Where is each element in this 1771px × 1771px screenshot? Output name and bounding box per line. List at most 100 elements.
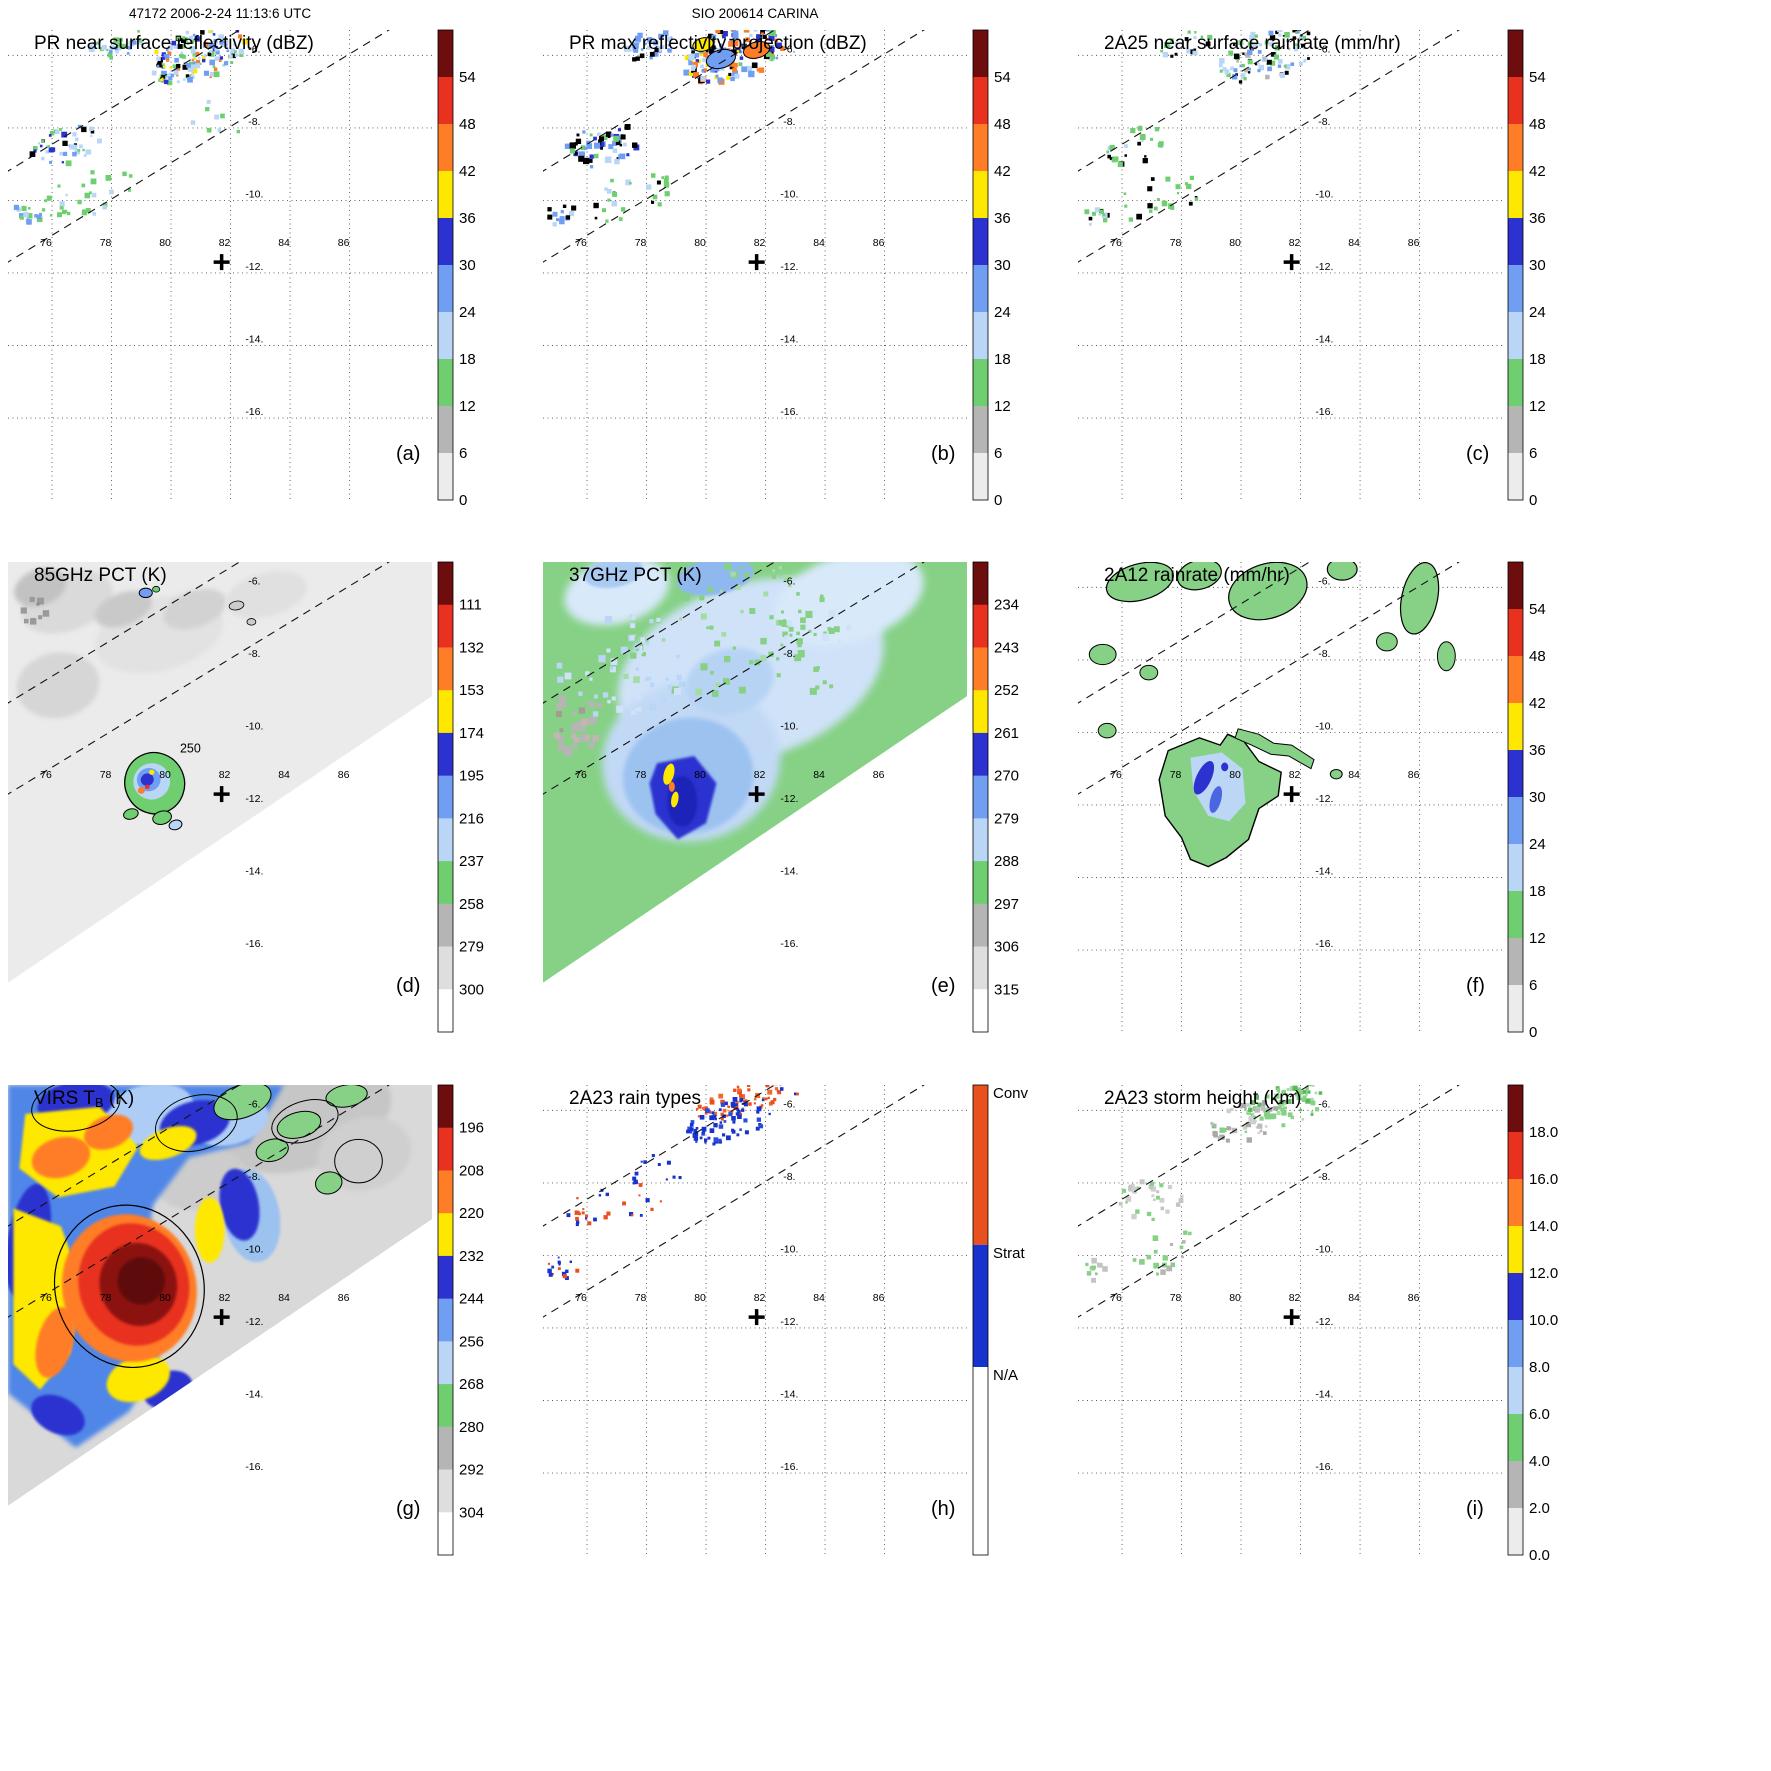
colorbar-g: 196 208 220 232 244 256 268 280 292 304 bbox=[437, 1084, 484, 1556]
lat-tick-label: -6. bbox=[783, 575, 795, 587]
colorbar-tick-label: 252 bbox=[994, 682, 1019, 699]
lat-tick-label: -10. bbox=[780, 720, 798, 732]
lon-tick-label: 78 bbox=[100, 1292, 112, 1304]
colorbar-tick-label: 18 bbox=[994, 351, 1011, 368]
axis-labels: 76 78 80 82 84 86 -6. -8. -10. -12. -14. -16. bbox=[1110, 43, 1419, 418]
panel-letter-d: (d) bbox=[396, 975, 420, 997]
map-e: 76 78 80 82 84 86 -6. -8. -10. -12. -14. -16. bbox=[543, 562, 967, 1032]
colorbar-tick-label: 36 bbox=[459, 210, 476, 227]
lon-tick-label: 78 bbox=[100, 769, 112, 781]
swath-edge-lines bbox=[543, 30, 925, 263]
panel-title-i: 2A23 storm height (km) bbox=[1104, 1088, 1301, 1109]
storm-center-cross bbox=[748, 786, 765, 803]
colorbar-tick-label: 12 bbox=[459, 398, 476, 415]
colorbar-tick-label: 30 bbox=[1529, 789, 1546, 806]
colorbar-tick-label: 14.0 bbox=[1529, 1218, 1558, 1235]
lat-tick-label: -10. bbox=[1315, 188, 1333, 200]
lat-tick-label: -6. bbox=[783, 43, 795, 55]
storm-center-cross bbox=[213, 254, 230, 271]
lat-tick-label: -10. bbox=[245, 1243, 263, 1255]
panel-g: 76 78 80 82 84 86 -6. -8. -10. -12. -14. -16. VIRS T… bbox=[8, 1084, 484, 1556]
colorbar-tick-label: 42 bbox=[994, 163, 1011, 180]
colorbar-tick-label: 30 bbox=[459, 257, 476, 274]
lat-tick-label: -12. bbox=[245, 1316, 263, 1328]
swath-edge-lines bbox=[8, 30, 390, 263]
lon-tick-label: 78 bbox=[1170, 769, 1182, 781]
colorbar-tick-label: Strat bbox=[993, 1245, 1026, 1262]
lat-tick-label: -14. bbox=[780, 1389, 798, 1401]
data-field bbox=[1088, 562, 1456, 868]
colorbar-tick-label: 153 bbox=[459, 682, 484, 699]
lat-tick-label: -8. bbox=[1318, 116, 1330, 128]
lat-tick-label: -14. bbox=[245, 1389, 263, 1401]
panel-letter-f: (f) bbox=[1466, 975, 1485, 997]
panel-title-e: 37GHz PCT (K) bbox=[569, 565, 702, 586]
colorbar-tick-label: 279 bbox=[994, 810, 1019, 827]
lon-tick-label: 80 bbox=[1229, 769, 1241, 781]
lat-tick-label: -12. bbox=[1315, 1316, 1333, 1328]
colorbar-b: 54 48 42 36 30 24 18 12 6 0 bbox=[972, 29, 1011, 509]
data-field bbox=[8, 1085, 432, 1555]
colorbar-tick-label: Conv bbox=[993, 1085, 1029, 1102]
colorbar-tick-label: 30 bbox=[1529, 257, 1546, 274]
colorbar-tick-label: 16.0 bbox=[1529, 1171, 1558, 1188]
lat-tick-label: -16. bbox=[245, 1461, 263, 1473]
panel-d: 250 76 78 80 82 84 86 -6. -8. -10. -12. -14. -16. 85G… bbox=[8, 561, 484, 1033]
colorbar-tick-label: 18.0 bbox=[1529, 1124, 1558, 1141]
panel-title-b: PR max reflectivity projection (dBZ) bbox=[569, 33, 867, 54]
swath-edge-lines bbox=[1078, 30, 1460, 263]
lon-tick-label: 76 bbox=[40, 237, 52, 249]
lon-tick-label: 82 bbox=[219, 769, 231, 781]
lat-tick-label: -10. bbox=[245, 188, 263, 200]
lat-tick-label: -6. bbox=[1318, 575, 1330, 587]
map-h: 76 78 80 82 84 86 -6. -8. -10. -12. -14. -16. bbox=[543, 1085, 967, 1555]
colorbar-tick-label: 12 bbox=[994, 398, 1011, 415]
lat-tick-label: -10. bbox=[245, 720, 263, 732]
lon-tick-label: 86 bbox=[873, 769, 885, 781]
colorbar-tick-label: 18 bbox=[459, 351, 476, 368]
data-field bbox=[543, 562, 967, 1032]
swath-edge-lines bbox=[8, 562, 390, 795]
lon-tick-label: 86 bbox=[338, 237, 350, 249]
colorbar-tick-label: 208 bbox=[459, 1162, 484, 1179]
svg-text:250: 250 bbox=[180, 741, 201, 755]
lon-tick-label: 80 bbox=[1229, 1292, 1241, 1304]
colorbar-tick-label: 48 bbox=[1529, 116, 1546, 133]
panel-title-d: 85GHz PCT (K) bbox=[34, 565, 167, 586]
axis-labels: 76 78 80 82 84 86 -6. -8. -10. -12. -14. -16. bbox=[40, 43, 349, 418]
graticule-grid bbox=[1078, 1085, 1502, 1555]
panel-f: 76 78 80 82 84 86 -6. -8. -10. -12. -14. -16. 2A12 r… bbox=[1078, 561, 1546, 1041]
map-i: 76 78 80 82 84 86 -6. -8. -10. -12. -14. -16. bbox=[1078, 1085, 1502, 1555]
lat-tick-label: -14. bbox=[245, 866, 263, 878]
data-field bbox=[547, 30, 785, 227]
colorbar-a: 54 48 42 36 30 24 18 12 6 0 bbox=[437, 29, 476, 509]
lon-tick-label: 78 bbox=[100, 237, 112, 249]
lon-tick-label: 80 bbox=[694, 1292, 706, 1304]
lat-tick-label: -8. bbox=[248, 1171, 260, 1183]
axis-labels: 76 78 80 82 84 86 -6. -8. -10. -12. -14. -16. bbox=[575, 575, 884, 950]
data-field bbox=[1084, 30, 1317, 226]
lat-tick-label: -12. bbox=[780, 793, 798, 805]
axis-labels: 76 78 80 82 84 86 -6. -8. -10. -12. -14. -16. bbox=[40, 575, 349, 950]
lon-tick-label: 80 bbox=[694, 237, 706, 249]
colorbar-tick-label: 12 bbox=[1529, 398, 1546, 415]
header-storm-name: SIO 200614 CARINA bbox=[691, 6, 819, 21]
colorbar-tick-label: 42 bbox=[1529, 695, 1546, 712]
colorbar-tick-label: 42 bbox=[1529, 163, 1546, 180]
colorbar-tick-label: 18 bbox=[1529, 351, 1546, 368]
axis-labels: 76 78 80 82 84 86 -6. -8. -10. -12. -14. -16. bbox=[575, 43, 884, 418]
map-d: 250 76 78 80 82 84 86 -6. -8. -10. -12. -14. -16. bbox=[8, 562, 432, 1032]
lon-tick-label: 82 bbox=[1289, 769, 1301, 781]
lon-tick-label: 78 bbox=[1170, 1292, 1182, 1304]
lat-tick-label: -14. bbox=[1315, 866, 1333, 878]
colorbar-tick-label: 12 bbox=[1529, 930, 1546, 947]
panel-title-g: VIRS TB (K) bbox=[34, 1088, 134, 1110]
colorbar-tick-label: 36 bbox=[994, 210, 1011, 227]
colorbar-tick-label: 279 bbox=[459, 939, 484, 956]
colorbar-tick-label: 220 bbox=[459, 1205, 484, 1222]
lat-tick-label: -8. bbox=[1318, 648, 1330, 660]
lat-tick-label: -8. bbox=[783, 116, 795, 128]
colorbar-tick-label: 54 bbox=[1529, 601, 1546, 618]
lat-tick-label: -14. bbox=[780, 334, 798, 346]
swath-edge-lines bbox=[543, 562, 925, 795]
